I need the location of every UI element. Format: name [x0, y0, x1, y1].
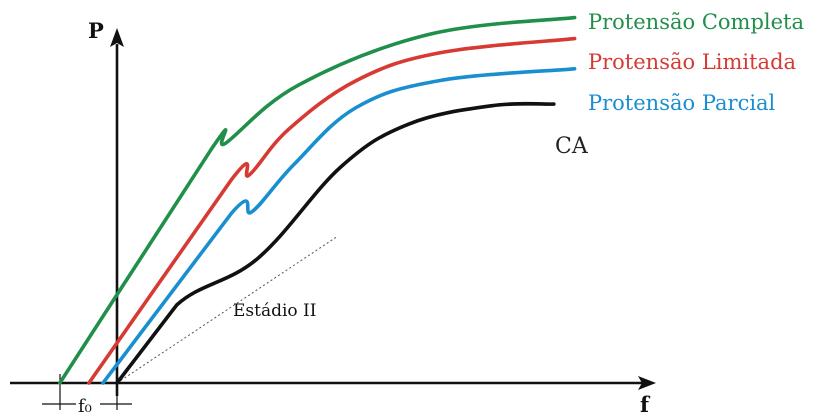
series-label-protensao-limitada: Protensão Limitada: [588, 50, 796, 74]
y-axis-label: P: [88, 18, 104, 43]
series-line-protensao-completa: [58, 15, 577, 385]
x-axis-arrow: [638, 376, 656, 390]
series-line-ca: [115, 101, 556, 385]
series-line-protensao-limitada: [87, 36, 577, 385]
series-label-ca: CA: [555, 134, 589, 159]
series-line-protensao-parcial: [101, 67, 577, 385]
y-axis-arrow: [110, 28, 124, 47]
estadio-ii-label: Estádio II: [233, 301, 317, 321]
plot-area: Estádio II Protensão Completa Protensão Li…: [58, 10, 804, 385]
estadio-ii-guide-line: [116, 235, 339, 384]
series-label-protensao-parcial: Protensão Parcial: [588, 91, 776, 115]
x-tick-label-f0: f₀: [78, 396, 92, 416]
series-label-protensao-completa: Protensão Completa: [588, 10, 804, 34]
x-axis-label: f: [640, 392, 651, 416]
